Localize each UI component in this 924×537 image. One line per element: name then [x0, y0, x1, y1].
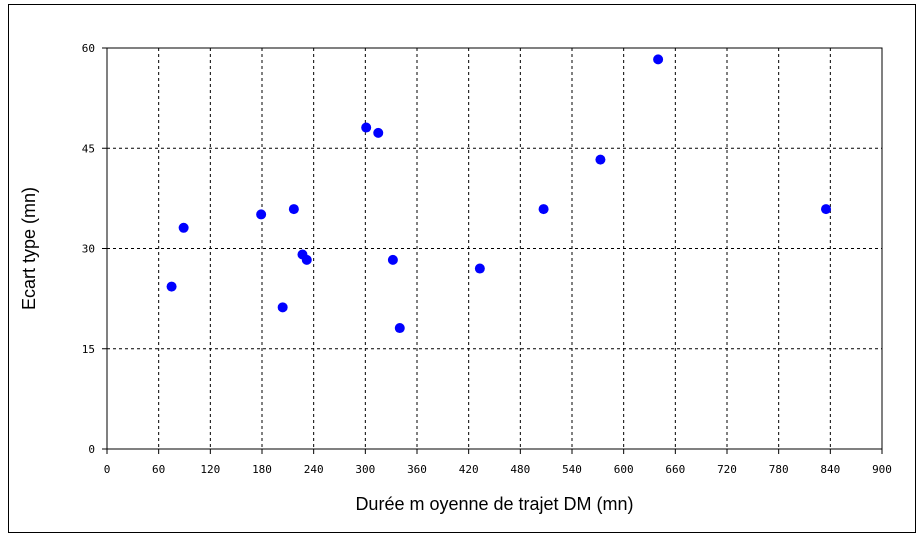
- data-point: [653, 54, 664, 65]
- x-tick-labels: 0 60 120 180 240 300 360 420 480 540 600 660 720 780 8…: [104, 449, 892, 476]
- data-point: [277, 302, 288, 313]
- y-axis-title: Ecart type (mn): [19, 187, 39, 310]
- data-point: [361, 122, 372, 133]
- x-tick-label: 840: [820, 463, 840, 476]
- y-tick-labels: 0 15 30 45 60: [82, 42, 107, 456]
- data-points: [166, 54, 832, 334]
- x-tick-label: 900: [872, 463, 892, 476]
- x-tick-label: 780: [769, 463, 789, 476]
- data-point: [538, 204, 549, 215]
- x-tick-label: 600: [614, 463, 634, 476]
- data-point: [373, 127, 384, 138]
- scatter-chart: 0 60 120 180 240 300 360 420 480 540 600 660 720 780 8…: [19, 42, 892, 514]
- x-axis-title: Durée m oyenne de trajet DM (mn): [355, 494, 633, 514]
- grid: [107, 48, 882, 449]
- data-point: [166, 281, 177, 292]
- x-tick-label: 720: [717, 463, 737, 476]
- x-tick-label: 360: [407, 463, 427, 476]
- x-tick-label: 180: [252, 463, 272, 476]
- data-point: [301, 254, 312, 265]
- x-tick-label: 660: [665, 463, 685, 476]
- y-tick-label: 45: [82, 142, 95, 155]
- chart-area: 0 60 120 180 240 300 360 420 480 540 600 660 720 780 8…: [8, 4, 916, 533]
- data-point: [256, 209, 267, 220]
- data-point: [387, 254, 398, 265]
- x-tick-label: 240: [304, 463, 324, 476]
- data-point: [394, 323, 405, 334]
- x-tick-label: 540: [562, 463, 582, 476]
- y-tick-label: 30: [82, 243, 95, 256]
- x-tick-label: 120: [200, 463, 220, 476]
- data-point: [288, 204, 299, 215]
- x-tick-label: 60: [152, 463, 165, 476]
- y-tick-label: 15: [82, 343, 95, 356]
- y-tick-label: 60: [82, 42, 95, 55]
- x-tick-label: 300: [355, 463, 375, 476]
- data-point: [821, 204, 832, 215]
- x-tick-label: 420: [459, 463, 479, 476]
- data-point: [178, 222, 189, 233]
- x-tick-label: 480: [510, 463, 530, 476]
- data-point: [595, 154, 606, 165]
- y-tick-label: 0: [88, 443, 95, 456]
- x-tick-label: 0: [104, 463, 111, 476]
- data-point: [474, 263, 485, 274]
